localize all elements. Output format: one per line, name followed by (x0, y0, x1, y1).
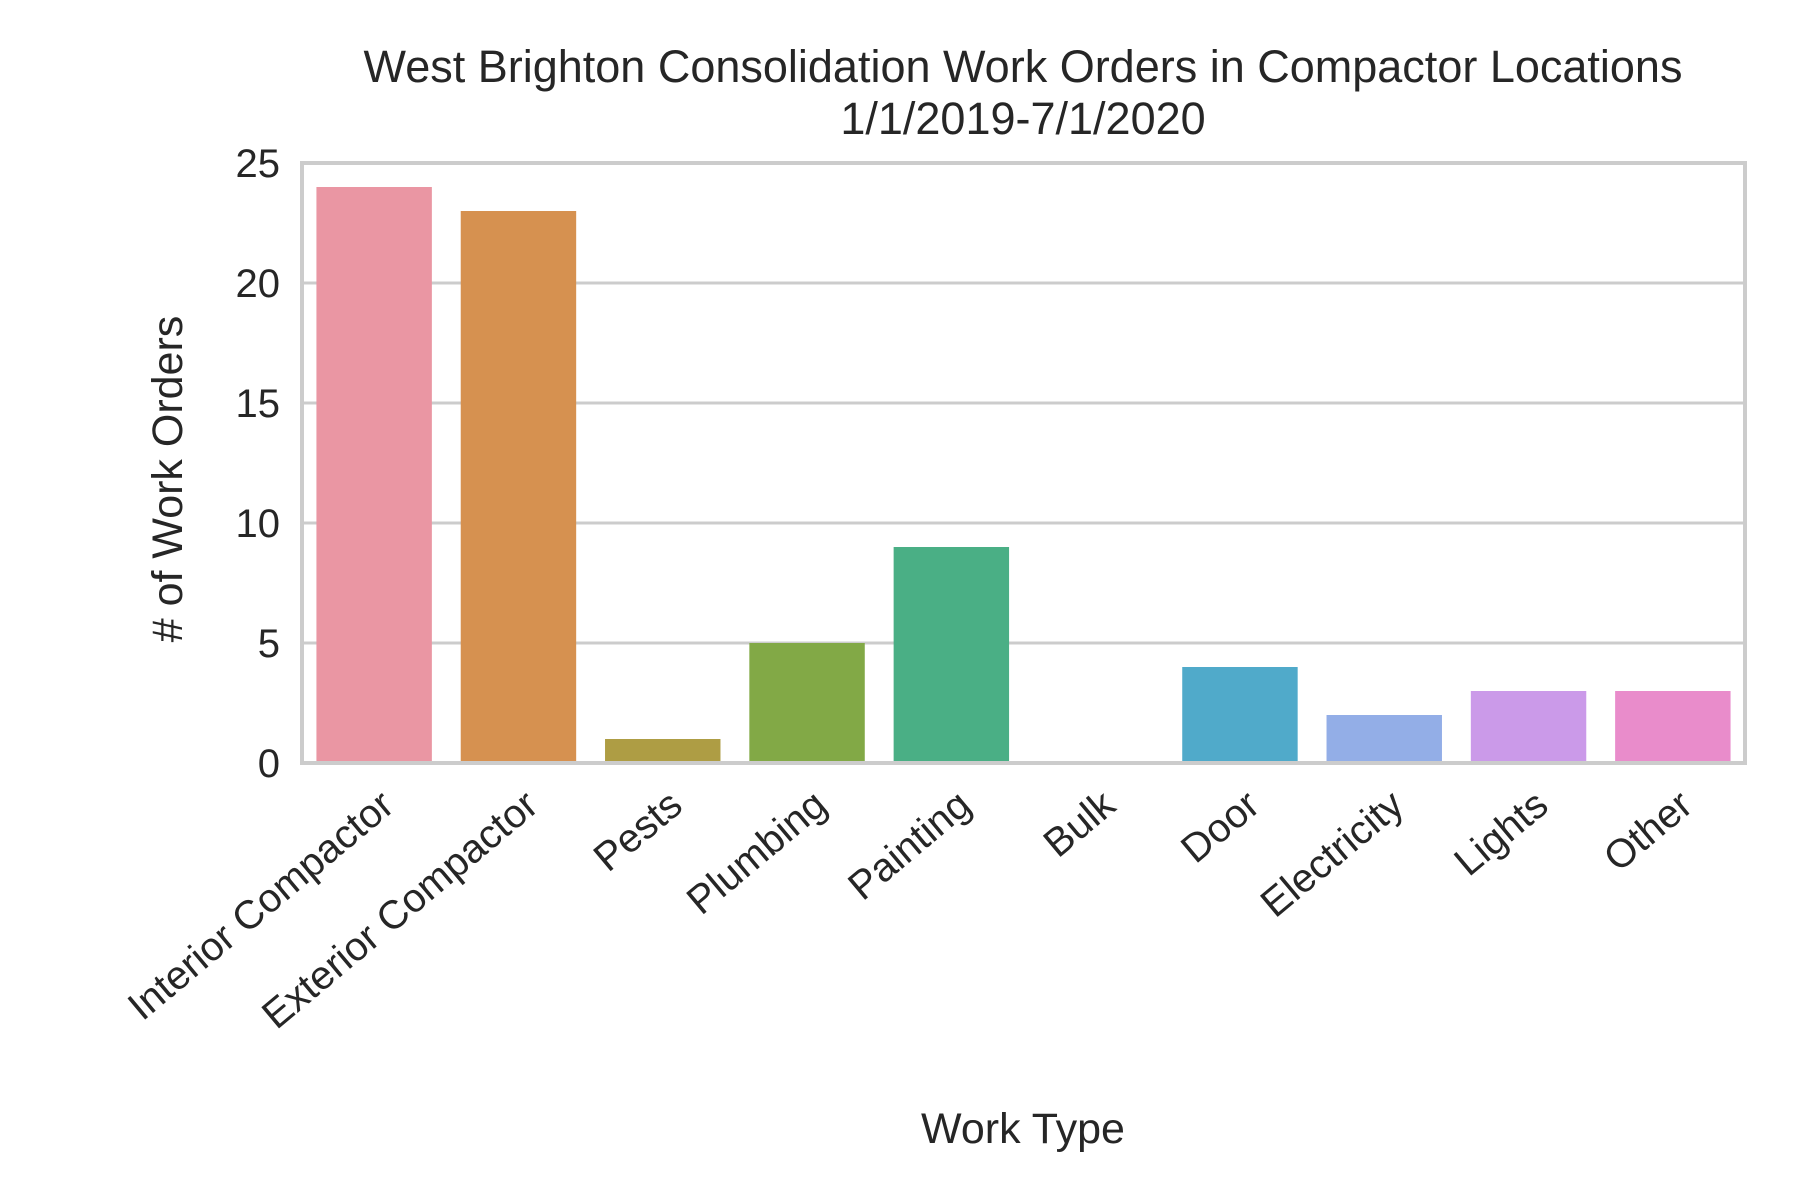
bar-exterior-compactor (460, 211, 577, 763)
bar-painting (893, 547, 1010, 763)
y-tick-label: 5 (258, 622, 280, 666)
y-tick-label: 25 (236, 142, 281, 186)
bar-interior-compactor (316, 187, 432, 763)
x-tick-label: Plumbing (679, 782, 835, 923)
y-tick-label: 0 (258, 742, 280, 786)
bar-plumbing (749, 643, 865, 763)
x-tick-label: Electricity (1253, 782, 1412, 926)
y-tick-label: 20 (236, 262, 281, 306)
chart-subtitle: 1/1/2019-7/1/2020 (840, 93, 1205, 144)
x-tick-label: Door (1173, 782, 1268, 871)
plot-frame (300, 161, 1747, 765)
y-tick-labels: 0 5 10 15 20 25 (236, 142, 281, 786)
chart-title: West Brighton Consolidation Work Orders … (364, 41, 1683, 92)
x-axis-label: Work Type (921, 1105, 1125, 1153)
bar-pests (605, 739, 721, 763)
x-tick-label: Lights (1446, 782, 1556, 884)
y-tick-label: 15 (236, 382, 281, 426)
bar-electricity (1326, 715, 1442, 763)
bar-door (1182, 667, 1298, 763)
bar-other (1615, 691, 1731, 763)
x-tick-label: Pests (586, 782, 691, 880)
x-tick-label: Exterior Compactor (254, 782, 546, 1037)
y-tick-label: 10 (236, 502, 281, 546)
x-tick-label: Interior Compactor (120, 782, 402, 1029)
x-tick-label: Other (1596, 782, 1701, 880)
x-tick-label: Bulk (1036, 782, 1125, 866)
bars (316, 187, 1731, 763)
y-axis-label: # of Work Orders (144, 316, 192, 643)
x-tick-label: Painting (840, 782, 979, 909)
bar-lights (1470, 691, 1587, 763)
